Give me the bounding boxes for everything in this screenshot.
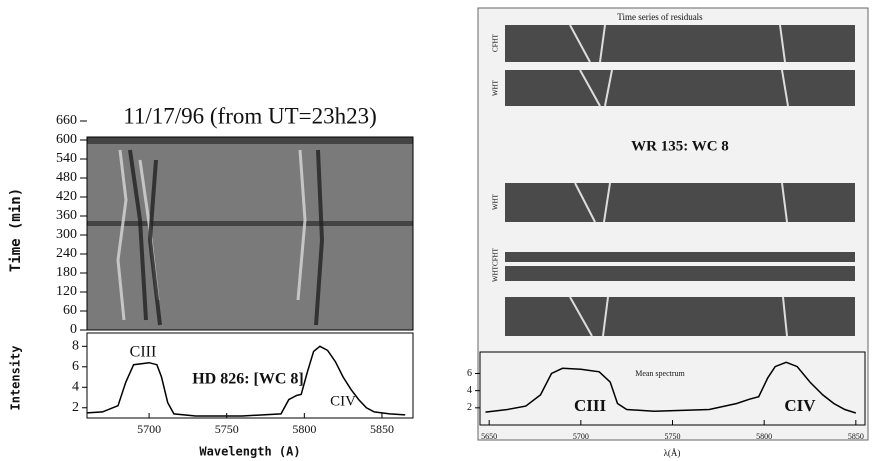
spectrum-line: [86, 345, 406, 417]
y-tick-label: 600: [56, 132, 77, 147]
annotation: HD 826: [WC 8]: [192, 371, 304, 388]
strip-label: CFHT: [492, 33, 500, 52]
y-tick-label: 4: [72, 379, 79, 394]
y-tick-label: 4: [467, 385, 472, 396]
y-tick-label: 300: [56, 227, 77, 242]
y-tick-label: 6: [72, 359, 79, 374]
y-tick-label: 120: [56, 284, 77, 299]
strip-label: WHT: [492, 265, 500, 282]
y-tick-label: 8: [72, 339, 79, 354]
x-tick-label: 5700: [137, 422, 161, 436]
y-tick-label: 540: [56, 151, 77, 166]
time-series-image: [86, 136, 414, 331]
chart-title: 11/17/96 (from UT=23h23): [123, 103, 377, 128]
x-tick-label: 5750: [665, 432, 681, 441]
annotation: CIII: [130, 344, 157, 361]
y-tick-label: 480: [56, 170, 77, 185]
y-tick-label: 6: [467, 368, 472, 379]
y-axis-label: Time (min): [8, 188, 24, 272]
annotation: Mean spectrum: [635, 369, 685, 378]
y-tick-label: 2: [72, 400, 79, 415]
residual-image: [477, 7, 869, 441]
x-tick-label: 5750: [215, 422, 239, 436]
x-tick-label: 5850: [370, 422, 394, 436]
y-tick-label: 420: [56, 189, 77, 204]
y-tick-label: 180: [56, 265, 77, 280]
strip-label: CFHT: [492, 247, 500, 266]
annotation: WR 135: WC 8: [631, 138, 729, 154]
spectrum-frame: [86, 332, 414, 419]
y-tick-label: 60: [63, 303, 77, 318]
annotation: CIV: [330, 393, 356, 409]
y-tick-label: 0: [70, 322, 77, 337]
y-tick-label: 2: [467, 402, 472, 413]
annotation: CIV: [784, 396, 816, 415]
x-tick-label: 5800: [292, 422, 316, 436]
x-tick-label: 5850: [848, 432, 864, 441]
x-tick-label: 5650: [481, 432, 497, 441]
annotation: CIII: [574, 396, 607, 415]
x-tick-label: 5800: [756, 432, 772, 441]
y-tick-label: 360: [56, 208, 77, 223]
x-axis-label: Wavelength (A): [199, 445, 300, 459]
y-tick-label: 660: [56, 113, 77, 128]
y-tick-label: 240: [56, 246, 77, 261]
x-tick-label: 5700: [573, 432, 589, 441]
strip-label: WHT: [492, 79, 500, 96]
spectrum-line: [485, 361, 857, 414]
y-axis-label: Intensity: [9, 345, 23, 410]
panel-title: Time series of residuals: [617, 12, 703, 22]
strip-label: WHT: [492, 193, 500, 210]
x-axis-label: λ(Å): [664, 448, 681, 458]
